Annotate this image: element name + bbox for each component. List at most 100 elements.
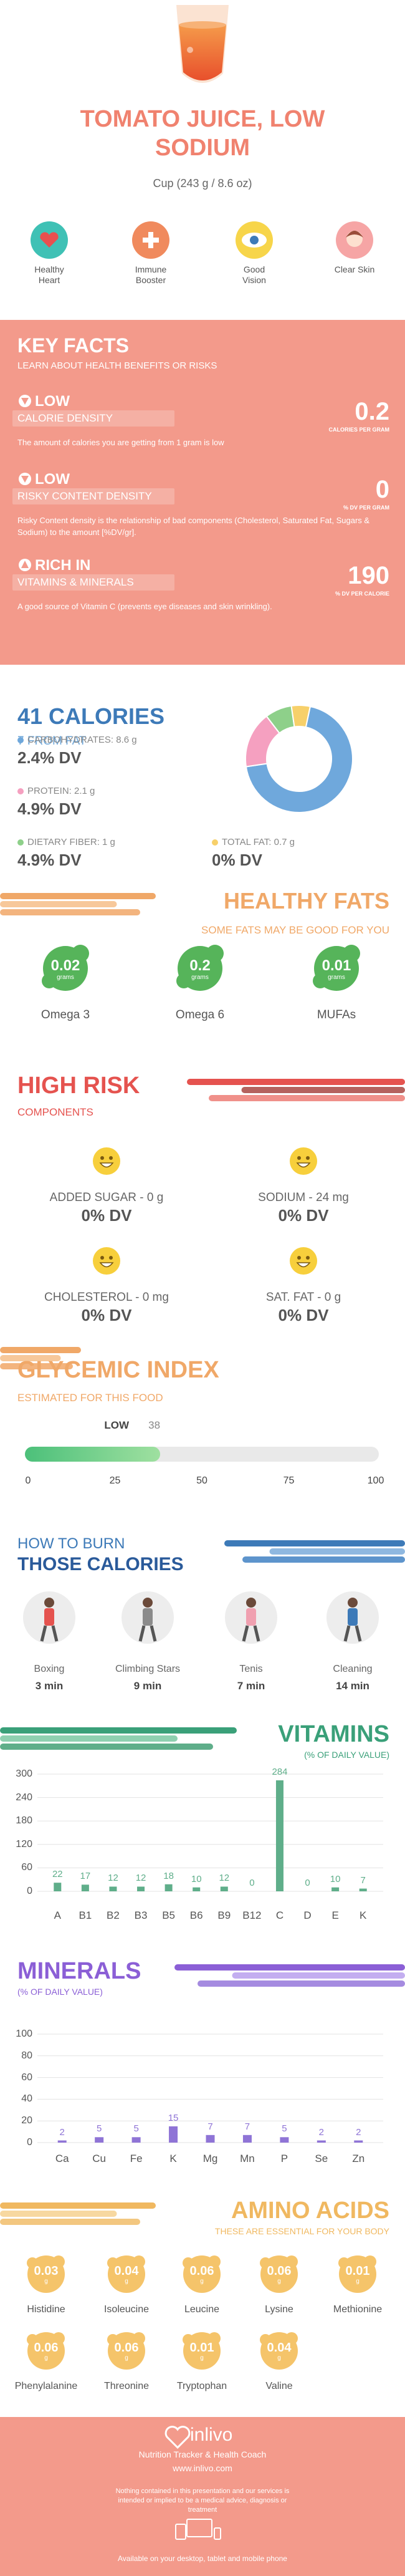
activity-name: Climbing Stars xyxy=(115,1664,181,1674)
bubble xyxy=(187,47,193,53)
figure-head xyxy=(246,1598,256,1608)
activity-name: Cleaning xyxy=(333,1664,373,1674)
decor-stripe xyxy=(232,1972,405,1979)
decor-stripe xyxy=(187,1079,405,1085)
smiley-eye xyxy=(306,1256,310,1260)
donut-segment xyxy=(245,705,353,813)
bar xyxy=(331,1887,340,1891)
nutrient-dv: 2.4% DV xyxy=(17,748,82,767)
juice-top xyxy=(179,21,226,29)
amino-name: Tryptophan xyxy=(176,2381,227,2391)
bar xyxy=(354,2140,363,2143)
decor-stripe xyxy=(224,1540,405,1546)
bar xyxy=(206,2135,215,2143)
x-tick-label: K xyxy=(360,1909,367,1921)
fat-blob-bump xyxy=(72,945,89,962)
glycemic-subtitle: ESTIMATED FOR THIS FOOD xyxy=(17,1392,163,1404)
smiley-mouth xyxy=(99,1162,114,1168)
y-tick-label: 180 xyxy=(16,1815,32,1826)
amino-blob-bump xyxy=(260,2334,271,2345)
amino-unit: g xyxy=(44,2355,48,2361)
amino-unit: g xyxy=(277,2355,281,2361)
activity-time: 9 min xyxy=(133,1680,162,1692)
bar xyxy=(193,1887,201,1891)
decor-stripe xyxy=(0,1735,178,1742)
fat-unit: grams xyxy=(328,974,345,981)
nutrient-label: TOTAL FAT: 0.7 g xyxy=(222,837,295,847)
calories-subtitle: 7 FROM FAT xyxy=(17,735,87,748)
glycemic-title: GLYCEMIC INDEX xyxy=(17,1357,219,1383)
activity-time: 7 min xyxy=(237,1680,265,1692)
legend-dot xyxy=(17,737,24,743)
bar-value-label: 18 xyxy=(163,1870,174,1881)
amino-name: Valine xyxy=(265,2381,293,2391)
bar xyxy=(359,1888,367,1891)
amino-blob-bump xyxy=(183,2334,194,2345)
decor-stripe xyxy=(269,1548,405,1555)
smiley xyxy=(290,1147,317,1175)
bar xyxy=(131,2137,141,2143)
juice xyxy=(179,25,226,80)
gi-tick-label: 100 xyxy=(367,1475,384,1486)
bar xyxy=(242,2135,252,2143)
key-fact-arrow xyxy=(21,398,29,405)
amino-name: Leucine xyxy=(184,2304,220,2315)
bar-value-label: 7 xyxy=(360,1874,366,1886)
amino-value: 0.06 xyxy=(114,2341,139,2355)
amino-value: 0.06 xyxy=(34,2341,59,2355)
fat-unit: grams xyxy=(191,974,209,981)
x-tick-label: A xyxy=(54,1909,61,1921)
x-tick-label: D xyxy=(303,1909,312,1921)
risk-label: CHOLESTEROL - 0 mg xyxy=(44,1291,169,1304)
risk-dv: 0% DV xyxy=(81,1206,132,1225)
risk-label: SODIUM - 24 mg xyxy=(258,1191,349,1204)
bar-value-label: 7 xyxy=(207,2121,213,2132)
decor-stripe xyxy=(0,1744,213,1750)
decor-stripe xyxy=(0,2202,156,2209)
vitamins-title: VITAMINS xyxy=(278,1721,389,1747)
bar-value-label: 22 xyxy=(52,1869,63,1880)
figure-legs xyxy=(138,1625,157,1642)
bar-value-label: 10 xyxy=(330,1873,341,1884)
amino-title: AMINO ACIDS xyxy=(231,2197,389,2224)
y-tick-label: 40 xyxy=(21,2093,32,2105)
amino-blob-bump xyxy=(52,2255,65,2268)
smiley-eye xyxy=(297,1156,301,1160)
x-tick-label: B3 xyxy=(134,1909,148,1921)
serving: Cup (243 g / 8.6 oz) xyxy=(153,177,252,190)
bar xyxy=(137,1886,145,1891)
key-fact-level: LOW xyxy=(35,393,70,410)
bar-value-label: 284 xyxy=(272,1767,288,1778)
y-tick-label: 0 xyxy=(27,1886,32,1896)
key-fact-band xyxy=(12,410,174,427)
fat-blob-bump xyxy=(343,945,360,962)
y-tick-label: 240 xyxy=(16,1792,32,1803)
amino-unit: g xyxy=(125,2355,128,2361)
amino-unit: g xyxy=(200,2278,204,2285)
key-fact-description: A good source of Vitamin C (prevents eye… xyxy=(17,602,272,611)
fat-value: 0.02 xyxy=(50,957,80,974)
key-fact-level: RICH IN xyxy=(35,557,91,574)
amino-value: 0.06 xyxy=(189,2264,214,2278)
figure-head xyxy=(348,1598,358,1608)
risk-label: ADDED SUGAR - 0 g xyxy=(49,1191,164,1204)
decor-stripe xyxy=(0,1363,73,1369)
x-tick-label: C xyxy=(275,1909,284,1921)
benefit-label: Good Vision xyxy=(242,264,266,285)
amino-blob-bump xyxy=(133,2255,145,2268)
amino-name: Isoleucine xyxy=(103,2304,150,2315)
bar-value-label: 5 xyxy=(96,2123,102,2135)
amino-name: Threonine xyxy=(103,2381,150,2391)
amino-unit: g xyxy=(277,2278,281,2285)
amino-blob-bump xyxy=(208,2255,221,2268)
bar-value-label: 17 xyxy=(80,1871,91,1882)
key-fact-level: LOW xyxy=(35,471,70,488)
smiley-mouth xyxy=(296,1162,311,1168)
key-facts-subtitle: LEARN ABOUT HEALTH BENEFITS OR RISKS xyxy=(17,360,217,371)
bar-value-label: 2 xyxy=(318,2126,324,2138)
bar xyxy=(280,2137,289,2143)
fat-name: MUFAs xyxy=(317,1008,356,1021)
risk-label: SAT. FAT - 0 g xyxy=(265,1291,341,1304)
x-tick-label: P xyxy=(280,2153,288,2164)
burn-title: THOSE CALORIES xyxy=(17,1554,184,1575)
